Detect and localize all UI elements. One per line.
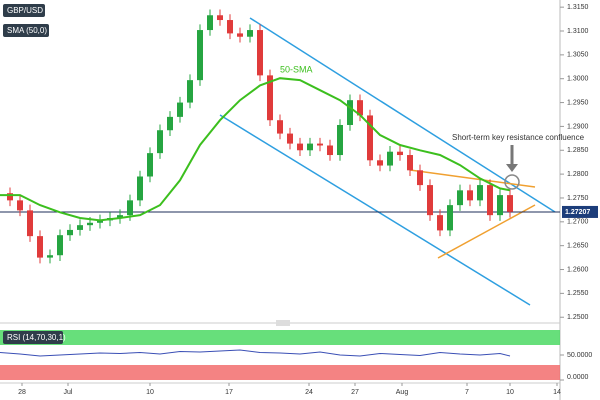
candle-body bbox=[357, 100, 363, 116]
overbought-band bbox=[0, 330, 560, 345]
candle-body bbox=[227, 20, 233, 34]
last-price-box bbox=[562, 205, 598, 218]
x-tick-label: 14 bbox=[553, 389, 561, 396]
symbol: GBP/USD bbox=[7, 6, 43, 15]
candle-body bbox=[17, 200, 23, 211]
candle-body bbox=[467, 190, 473, 201]
rsi-tick-label: 50.0000 bbox=[567, 352, 592, 359]
y-tick-label: 1.3050 bbox=[567, 52, 589, 59]
candle-body bbox=[147, 153, 153, 177]
y-tick-label: 1.2750 bbox=[567, 195, 589, 202]
oversold-band bbox=[0, 365, 560, 380]
candle-body bbox=[87, 222, 93, 226]
candle-body bbox=[187, 80, 193, 103]
candle-body bbox=[487, 185, 493, 216]
candle-body bbox=[507, 195, 513, 212]
y-tick-label: 1.3100 bbox=[567, 28, 589, 35]
last-price-label: 1.27207 bbox=[565, 209, 590, 216]
indicator-name: SMA (50,0) bbox=[7, 26, 47, 35]
rsi-tick-label: 0.0000 bbox=[567, 374, 589, 381]
candle-body bbox=[377, 160, 383, 166]
candle-body bbox=[157, 130, 163, 154]
candle-body bbox=[477, 185, 483, 201]
y-tick-label: 1.2800 bbox=[567, 171, 589, 178]
x-tick-label: 7 bbox=[465, 389, 469, 396]
marks: 1.2500 1.2550 1.2600 1.2650 1.2700 1.2750 1.28… bbox=[0, 4, 598, 396]
candle-body bbox=[197, 30, 203, 81]
candle-body bbox=[47, 255, 53, 258]
y-tick-label: 1.2950 bbox=[567, 99, 589, 106]
candle-body bbox=[347, 100, 353, 125]
candle-body bbox=[417, 170, 423, 186]
x-tick-label: 24 bbox=[305, 389, 313, 396]
sma-line bbox=[0, 77, 511, 222]
candle-body bbox=[497, 195, 503, 216]
candle-body bbox=[317, 143, 323, 146]
channel-lower bbox=[219, 114, 531, 306]
x-tick-label: Jul bbox=[64, 389, 73, 396]
candle-body bbox=[167, 116, 173, 131]
x-tick-label: 10 bbox=[146, 389, 154, 396]
candle-body bbox=[277, 120, 283, 134]
candle-body bbox=[287, 133, 293, 144]
candle-body bbox=[7, 193, 13, 201]
x-tick-label: 17 bbox=[225, 389, 233, 396]
y-tick-label: 1.2600 bbox=[567, 266, 589, 273]
rsi-line bbox=[0, 349, 511, 357]
candle-body bbox=[207, 15, 213, 31]
x-tick-label: 10 bbox=[506, 389, 514, 396]
candle-body bbox=[407, 155, 413, 171]
y-tick-label: 1.2550 bbox=[567, 290, 589, 297]
candle-body bbox=[437, 215, 443, 231]
triangle-upper bbox=[409, 169, 536, 188]
arrow-head bbox=[506, 164, 518, 172]
candle-body bbox=[97, 220, 103, 223]
candle-body bbox=[397, 151, 403, 156]
candle-body bbox=[387, 151, 393, 166]
candle-body bbox=[327, 145, 333, 156]
candle-body bbox=[237, 33, 243, 37]
candle-body bbox=[117, 215, 123, 219]
indicator-box bbox=[3, 24, 49, 37]
rsi-box bbox=[3, 331, 63, 344]
candle-body bbox=[67, 229, 73, 236]
y-tick-label: 1.3150 bbox=[567, 4, 589, 11]
x-tick-label: 27 bbox=[351, 389, 359, 396]
x-tick-label: 28 bbox=[18, 389, 26, 396]
candle-body bbox=[177, 102, 183, 117]
candle-body bbox=[247, 30, 253, 37]
candle-body bbox=[137, 176, 143, 201]
annotation: Short-term key resistance confluence bbox=[452, 133, 585, 142]
candle-body bbox=[427, 185, 433, 216]
candle-body bbox=[127, 200, 133, 216]
candle-body bbox=[447, 205, 453, 231]
candle-body bbox=[267, 75, 273, 121]
y-tick-label: 1.2900 bbox=[567, 123, 589, 130]
channel-upper bbox=[249, 17, 556, 213]
candle-body bbox=[217, 15, 223, 21]
triangle-lower bbox=[437, 204, 536, 259]
y-tick-label: 1.2650 bbox=[567, 243, 589, 250]
y-tick-label: 1.3000 bbox=[567, 76, 589, 83]
candle-body bbox=[57, 235, 63, 256]
candle-body bbox=[337, 124, 343, 156]
rsi-name: RSI (14,70,30,1) bbox=[7, 333, 66, 342]
candle-body bbox=[367, 115, 373, 161]
candle-body bbox=[457, 190, 463, 206]
panel-handle[interactable] bbox=[276, 320, 290, 326]
candle-body bbox=[77, 225, 83, 230]
annotation: 50-SMA bbox=[280, 64, 313, 74]
candle-body bbox=[27, 210, 33, 237]
y-tick-label: 1.2700 bbox=[567, 219, 589, 226]
candle-body bbox=[307, 143, 313, 151]
highlight-circle bbox=[504, 174, 520, 190]
candle-body bbox=[297, 143, 303, 151]
candle-body bbox=[257, 30, 263, 76]
candle-body bbox=[37, 236, 43, 258]
x-tick-label: Aug bbox=[396, 389, 409, 396]
symbol-box bbox=[3, 4, 45, 17]
y-tick-label: 1.2850 bbox=[567, 147, 589, 154]
y-tick-label: 1.2500 bbox=[567, 314, 589, 321]
